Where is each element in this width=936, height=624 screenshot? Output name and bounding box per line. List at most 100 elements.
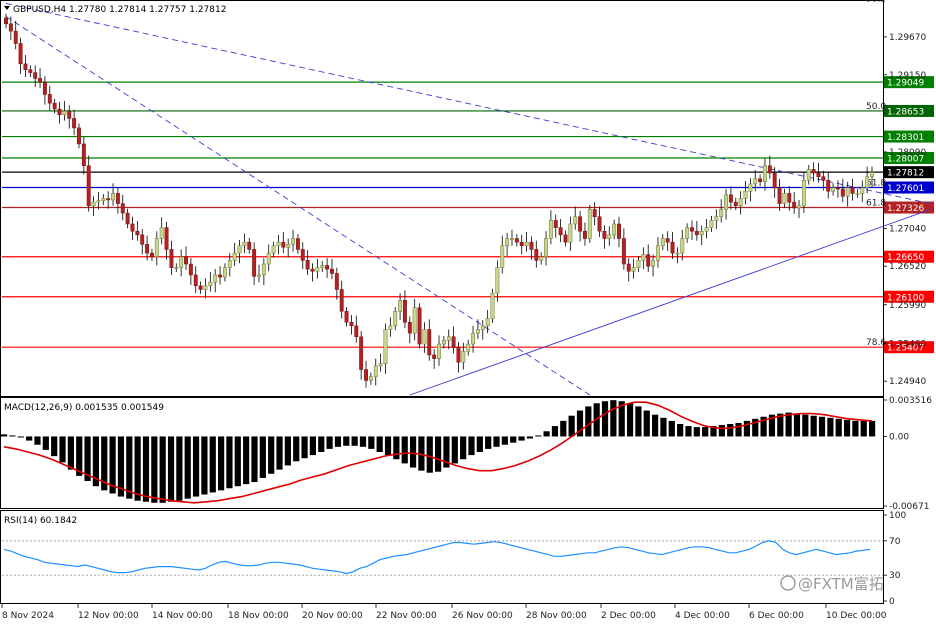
candle-bull — [763, 165, 767, 183]
candle-bull — [641, 254, 646, 261]
macd-histogram-bar — [351, 436, 358, 446]
macd-histogram-bar — [376, 436, 383, 452]
time-tick-label: 2 Dec 00:00 — [601, 611, 656, 621]
candle-bull — [266, 252, 271, 265]
candle-bull — [179, 256, 184, 268]
macd-histogram-bar — [752, 418, 759, 437]
macd-histogram-bar — [843, 419, 851, 437]
candle-bull — [373, 365, 378, 378]
candle-bull — [242, 241, 247, 247]
candle-bear — [617, 223, 621, 239]
price-tick-label: 1.29150 — [889, 71, 926, 81]
macd-histogram-bar — [368, 436, 375, 449]
candle-bear — [451, 336, 456, 348]
level-price-label: 1.28653 — [887, 107, 924, 117]
candle-bear — [758, 178, 763, 183]
macd-histogram-bar — [192, 436, 200, 497]
candle-bull — [724, 194, 728, 210]
level-price-label: 1.27326 — [887, 204, 924, 214]
macd-tick-label: 0.003516 — [889, 396, 932, 406]
macd-histogram-bar — [526, 436, 534, 439]
candle-bear — [787, 193, 792, 203]
candle-bull — [485, 318, 490, 327]
candle-bear — [325, 265, 330, 270]
macd-histogram-bar — [693, 427, 700, 437]
candle-bear — [792, 201, 797, 209]
price-tick-label: 1.25990 — [889, 301, 926, 311]
macd-panel-frame — [0, 397, 884, 509]
candle-bull — [174, 267, 179, 269]
candle-bull — [855, 193, 860, 195]
macd-histogram-bar — [568, 415, 575, 437]
macd-histogram-bar — [334, 436, 342, 447]
candle-bull — [495, 267, 500, 294]
candle-bear — [198, 285, 203, 290]
macd-label: MACD(12,26,9) 0.001535 0.001549 — [4, 403, 164, 413]
macd-histogram-bar — [284, 436, 291, 466]
candle-bear — [553, 220, 558, 228]
candle-bear — [52, 102, 57, 110]
macd-histogram-bar — [326, 436, 333, 449]
level-price-box — [884, 166, 934, 179]
candle-bull — [719, 209, 724, 217]
candle-bear — [840, 188, 845, 197]
macd-histogram-bar — [551, 426, 559, 437]
candle-bear — [140, 234, 145, 245]
candle-bull — [573, 216, 578, 225]
macd-histogram-bar — [293, 436, 300, 462]
macd-histogram-bar — [251, 436, 258, 483]
candle-bear — [621, 238, 626, 265]
candle-bull — [368, 376, 373, 381]
macd-histogram-bar — [818, 416, 826, 437]
macd-histogram-bar — [635, 406, 642, 437]
macd-histogram-bar — [835, 418, 842, 437]
macd-histogram-bar — [201, 436, 208, 495]
macd-histogram-bar — [610, 400, 617, 437]
level-price-box — [884, 181, 934, 194]
macd-tick-label: -0.00671 — [889, 502, 929, 512]
candle-bull — [831, 187, 836, 192]
candle-bear — [145, 244, 150, 254]
candle-bear — [28, 69, 33, 73]
candle-bear — [364, 369, 368, 381]
macd-histogram-bar — [443, 436, 450, 468]
candle-bull — [461, 351, 466, 363]
candle-bull — [870, 172, 874, 177]
rsi-label: RSI(14) 60.1842 — [4, 516, 77, 526]
macd-histogram-bar — [393, 436, 400, 460]
macd-histogram-bar — [92, 436, 100, 487]
candle-bear — [77, 127, 81, 145]
candle-bear — [407, 321, 412, 334]
macd-histogram-bar — [159, 436, 166, 503]
candle-bull — [748, 183, 753, 192]
macd-histogram-bar — [167, 436, 175, 502]
candle-bear — [670, 241, 675, 254]
price-axis: 1.29670 1.29150 1.28090 1.27040 1.26520 1.259… — [883, 33, 926, 387]
candle-bear — [402, 300, 407, 323]
candle-bear — [106, 198, 111, 201]
macd-histogram-bar — [760, 416, 767, 437]
candle-bear — [563, 234, 568, 243]
level-price-box — [884, 151, 934, 164]
candle-bear — [514, 238, 519, 243]
candle-bear — [432, 354, 437, 359]
candle-bear — [188, 263, 193, 276]
candle-bear — [4, 17, 8, 25]
candle-bear — [334, 273, 339, 290]
trendlines — [5, 3, 931, 396]
macd-indicator: 0.003516 0.00 -0.00671 — [1, 396, 932, 512]
rsi-tick-label: 100 — [889, 511, 906, 521]
rsi-panel-frame — [0, 510, 884, 604]
candle-bull — [801, 180, 806, 207]
candle-bull — [388, 325, 393, 330]
time-tick-label: 4 Dec 00:00 — [675, 611, 730, 621]
fib-level-label: 38.2 — [866, 0, 886, 4]
candle-bear — [184, 256, 188, 265]
candles — [4, 13, 874, 388]
level-price-label: 1.29049 — [887, 79, 924, 89]
level-price-label: 1.25407 — [887, 344, 924, 354]
macd-histogram-bar — [67, 436, 74, 470]
collapse-arrow-icon[interactable] — [4, 6, 10, 10]
candle-bear — [728, 194, 733, 203]
candle-bear — [305, 260, 310, 270]
